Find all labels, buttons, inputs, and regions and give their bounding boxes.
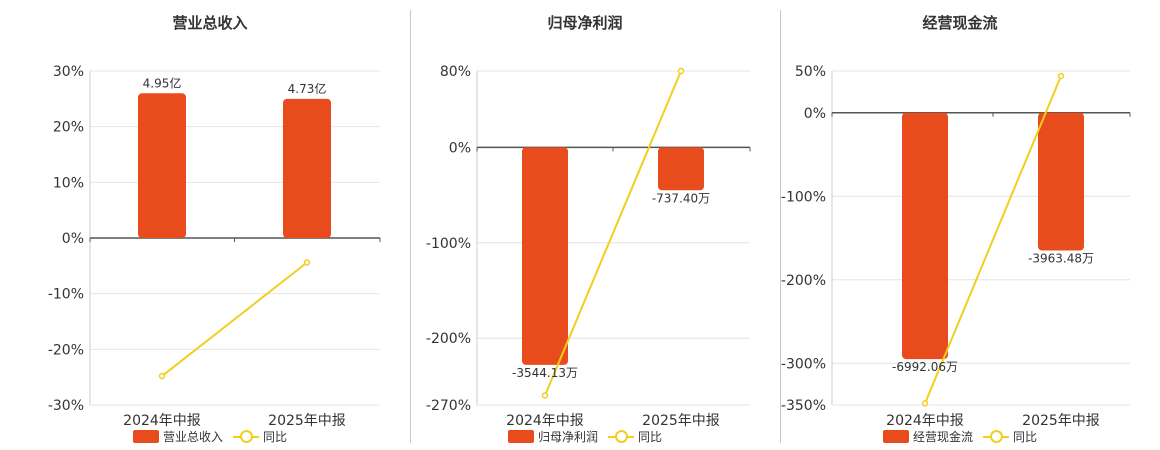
yoy-point-0[interactable] bbox=[541, 392, 549, 399]
chart-title: 归母净利润 bbox=[547, 14, 623, 32]
legend-line-label: 同比 bbox=[263, 429, 288, 444]
legend-bar-label: 归母净利润 bbox=[537, 429, 598, 444]
panel-divider bbox=[780, 10, 781, 443]
bar-value-label: -737.40万 bbox=[652, 191, 710, 205]
y-tick-label: -300% bbox=[781, 356, 826, 372]
legend-line-label: 同比 bbox=[638, 429, 663, 444]
bar-value-label: -3544.13万 bbox=[512, 366, 578, 380]
legend-bar-swatch bbox=[132, 429, 159, 443]
legend-item-bar[interactable]: 营业总收入 bbox=[132, 428, 223, 445]
revenue-chart: 30% 20% 10% 0% -10% -20% -30% 4.95亿 4.73亿 2024年中报… bbox=[48, 64, 381, 429]
y-tick-label: -270% bbox=[426, 398, 471, 414]
cash-flow-chart: 50% 0% -100% -200% -300% -350% -6992.06万 -3963.… bbox=[781, 64, 1131, 429]
cash-flow-chart-panel: 经营现金流 50% 0% -100% -200% -300% -350% -6992.06万… bbox=[780, 0, 1140, 450]
yoy-point-1[interactable] bbox=[303, 259, 311, 266]
y-tick-label: 0% bbox=[804, 106, 826, 122]
bar-value-label: 4.95亿 bbox=[143, 75, 182, 90]
bar-0[interactable] bbox=[902, 112, 948, 360]
legend-line-swatch bbox=[608, 429, 634, 443]
bar-1[interactable] bbox=[658, 147, 704, 191]
legend-bar-label: 营业总收入 bbox=[162, 429, 223, 444]
x-category-label: 2025年中报 bbox=[268, 413, 346, 429]
y-tick-label: 10% bbox=[53, 175, 84, 191]
legend-line-label: 同比 bbox=[1013, 429, 1038, 444]
x-category-label: 2024年中报 bbox=[886, 413, 964, 429]
legend-line-swatch bbox=[983, 429, 1009, 443]
y-tick-label: -100% bbox=[426, 236, 471, 252]
legend-item-bar[interactable]: 归母净利润 bbox=[507, 428, 598, 445]
net-profit-chart-panel: 归母净利润 80% 0% -100% -200% -270% -3544.13万 -737.… bbox=[405, 0, 765, 450]
y-tick-label: 30% bbox=[53, 64, 84, 80]
x-category-label: 2025年中报 bbox=[642, 413, 720, 429]
chart-title: 营业总收入 bbox=[172, 14, 248, 32]
y-tick-label: -20% bbox=[48, 342, 84, 358]
x-category-label: 2024年中报 bbox=[506, 413, 584, 429]
y-tick-label: -200% bbox=[426, 331, 471, 347]
y-tick-label: 20% bbox=[53, 120, 84, 136]
y-tick-label: 80% bbox=[440, 64, 471, 80]
bar-1[interactable] bbox=[283, 98, 331, 238]
x-category-label: 2025年中报 bbox=[1022, 413, 1100, 429]
legend-item-line[interactable]: 同比 bbox=[233, 428, 287, 445]
yoy-line bbox=[924, 75, 1062, 404]
yoy-point-0[interactable] bbox=[921, 400, 929, 407]
y-tick-label: -100% bbox=[781, 189, 826, 205]
yoy-line bbox=[161, 261, 308, 377]
x-category-label: 2024年中报 bbox=[123, 413, 201, 429]
y-tick-label: -350% bbox=[781, 398, 826, 414]
net-profit-chart: 80% 0% -100% -200% -270% -3544.13万 -737.40万 202… bbox=[426, 64, 751, 429]
revenue-chart-panel: 营业总收入 30% 20% 10% 0% -10% -20% -30% 4.95亿 4.73亿 2… bbox=[30, 0, 390, 450]
yoy-point-1[interactable] bbox=[1057, 72, 1065, 80]
panel-divider bbox=[410, 10, 411, 443]
legend-line-swatch bbox=[233, 429, 259, 443]
legend-item-line[interactable]: 同比 bbox=[608, 428, 662, 445]
y-tick-label: 0% bbox=[449, 140, 471, 156]
legend-item-bar[interactable]: 经营现金流 bbox=[882, 428, 973, 445]
legend-bar-label: 经营现金流 bbox=[912, 429, 973, 444]
y-tick-label: -10% bbox=[48, 287, 84, 303]
bar-0[interactable] bbox=[138, 93, 186, 239]
yoy-point-1[interactable] bbox=[677, 67, 685, 75]
chart-title: 经营现金流 bbox=[922, 14, 998, 32]
yoy-point-0[interactable] bbox=[158, 372, 166, 380]
yoy-line bbox=[544, 70, 682, 396]
chart-legend: 营业总收入 同比 bbox=[30, 428, 390, 444]
chart-legend: 经营现金流 同比 bbox=[780, 428, 1140, 444]
bar-0[interactable] bbox=[522, 147, 568, 365]
bar-1[interactable] bbox=[1038, 112, 1084, 251]
y-tick-label: 50% bbox=[795, 64, 826, 80]
y-tick-label: 0% bbox=[62, 231, 84, 247]
bar-value-label: -3963.48万 bbox=[1028, 252, 1094, 266]
y-tick-label: -200% bbox=[781, 273, 826, 289]
y-tick-label: -30% bbox=[48, 398, 84, 414]
legend-bar-swatch bbox=[507, 429, 534, 443]
legend-item-line[interactable]: 同比 bbox=[983, 428, 1037, 445]
chart-legend: 归母净利润 同比 bbox=[405, 428, 765, 444]
bar-value-label: 4.73亿 bbox=[288, 81, 327, 96]
bar-value-label: -6992.06万 bbox=[892, 360, 958, 374]
legend-bar-swatch bbox=[882, 429, 909, 443]
